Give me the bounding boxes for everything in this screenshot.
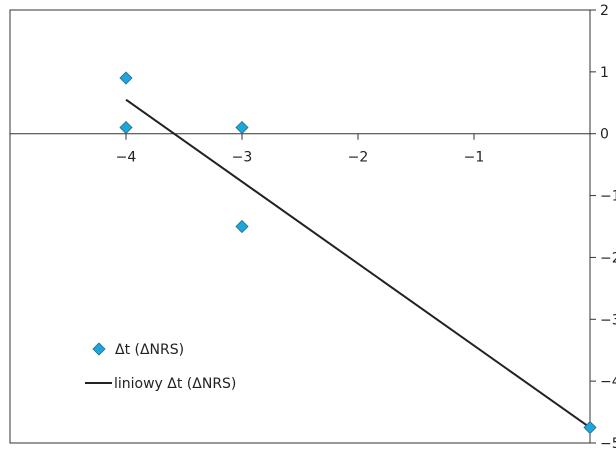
y-tick-label: −1 — [600, 189, 616, 205]
x-tick-label: −4 — [116, 150, 137, 166]
legend-label-trendline: liniowy Δt (ΔNRS) — [114, 376, 236, 392]
y-tick-label: 0 — [600, 127, 609, 143]
y-tick-label: −2 — [600, 250, 616, 266]
y-tick-label: 2 — [600, 3, 609, 19]
y-tick-label: 1 — [600, 65, 609, 81]
y-tick-label: −5 — [600, 436, 616, 450]
x-tick-label: −3 — [232, 150, 253, 166]
data-point — [583, 420, 597, 435]
y-tick-label: −3 — [600, 312, 616, 328]
legend-marker-diamond — [92, 342, 106, 356]
data-point — [235, 120, 249, 135]
trendline — [125, 98, 591, 429]
legend-label-scatter: Δt (ΔNRS) — [115, 342, 184, 358]
y-tick-label: −4 — [600, 374, 616, 390]
data-point — [119, 120, 133, 135]
axes: −4 −3 −2 −1 2 1 0 −1 −2 −3 −4 −5 — [10, 3, 616, 450]
x-tick-label: −1 — [464, 150, 485, 166]
plot-area-border — [9, 9, 591, 444]
legend: Δt (ΔNRS) liniowy Δt (ΔNRS) — [85, 342, 236, 392]
data-point — [119, 71, 133, 85]
x-tick-label: −2 — [348, 150, 369, 166]
data-point — [235, 219, 249, 234]
series-layer — [119, 71, 597, 435]
